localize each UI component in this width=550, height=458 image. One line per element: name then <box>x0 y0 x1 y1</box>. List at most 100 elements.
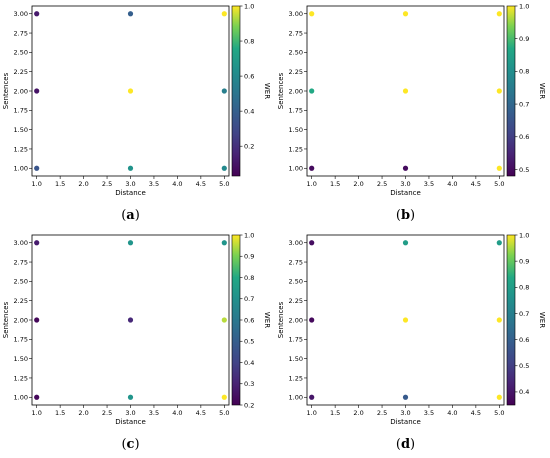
y-tick-label: 2.50 <box>289 278 303 286</box>
y-axis-title: Sentences <box>277 72 285 109</box>
colorbar-tick-label: 1.0 <box>519 231 529 239</box>
colorbar-tick-label: 0.7 <box>519 310 529 318</box>
x-tick-label: 3.5 <box>149 409 159 417</box>
y-tick-label: 2.25 <box>14 297 28 305</box>
x-tick-label: 2.5 <box>377 180 387 188</box>
x-tick-label: 5.0 <box>219 409 229 417</box>
data-point <box>496 240 502 246</box>
x-axis-title: Distance <box>390 189 421 197</box>
y-tick-label: 2.50 <box>289 49 303 57</box>
x-tick-label: 2.0 <box>353 180 363 188</box>
colorbar-tick-label: 0.5 <box>519 166 529 174</box>
colorbar-tick-label: 0.8 <box>244 37 254 45</box>
colorbar <box>506 5 516 177</box>
x-tick-label: 3.0 <box>125 180 135 188</box>
y-tick-label: 1.75 <box>289 336 303 344</box>
data-point <box>309 11 315 17</box>
data-point <box>34 88 40 94</box>
data-point <box>496 11 502 17</box>
data-point <box>221 88 227 94</box>
y-tick-label: 1.50 <box>14 126 28 134</box>
y-tick-label: 1.00 <box>289 394 303 402</box>
colorbar-tick-label: 0.9 <box>519 257 529 265</box>
data-point <box>34 240 40 246</box>
x-axis-title: Distance <box>115 189 146 197</box>
y-tick-label: 1.25 <box>289 374 303 382</box>
y-tick-label: 1.25 <box>289 145 303 153</box>
x-tick-label: 4.5 <box>196 180 206 188</box>
y-tick-label: 2.00 <box>289 87 303 95</box>
colorbar-tick-label: 0.6 <box>519 133 529 141</box>
colorbar-tick-label: 0.4 <box>244 107 254 115</box>
x-tick-label: 5.0 <box>494 409 504 417</box>
x-tick-label: 4.5 <box>471 409 481 417</box>
colorbar <box>231 5 241 177</box>
y-tick-label: 2.75 <box>14 258 28 266</box>
data-point <box>127 11 134 17</box>
data-point <box>402 88 409 94</box>
colorbar-tick-label: 0.4 <box>244 359 254 367</box>
y-tick-label: 2.25 <box>289 297 303 305</box>
data-point <box>402 11 409 17</box>
y-tick-label: 1.00 <box>289 165 303 173</box>
colorbar-tick-label: 0.7 <box>519 100 529 108</box>
data-point <box>127 88 134 94</box>
y-tick-label: 1.50 <box>289 355 303 363</box>
colorbar-tick-label: 0.8 <box>244 274 254 282</box>
x-tick-label: 4.0 <box>447 409 457 417</box>
data-point <box>221 240 227 246</box>
y-tick-label: 1.25 <box>14 374 28 382</box>
x-tick-label: 5.0 <box>219 180 229 188</box>
colorbar <box>506 234 516 406</box>
data-point <box>309 88 315 94</box>
y-tick-label: 2.00 <box>14 87 28 95</box>
colorbar-tick-label: 0.2 <box>244 401 254 409</box>
x-tick-label: 4.0 <box>447 180 457 188</box>
x-tick-label: 4.5 <box>196 409 206 417</box>
y-tick-label: 2.50 <box>14 49 28 57</box>
data-point <box>309 394 315 400</box>
colorbar-title: WER <box>538 83 546 99</box>
y-tick-label: 3.00 <box>289 239 303 247</box>
data-point <box>402 394 409 400</box>
y-axis-title: Sentences <box>277 301 285 338</box>
y-tick-label: 2.50 <box>14 278 28 286</box>
data-point <box>496 394 502 400</box>
data-point <box>402 317 409 323</box>
data-point <box>402 165 409 171</box>
y-tick-label: 2.00 <box>289 316 303 324</box>
colorbar-tick-label: 0.6 <box>519 336 529 344</box>
x-tick-label: 1.5 <box>55 409 65 417</box>
data-point <box>221 394 227 400</box>
y-tick-label: 2.25 <box>14 68 28 76</box>
y-axis-title: Sentences <box>2 301 10 338</box>
data-point <box>127 165 134 171</box>
colorbar-tick-label: 0.6 <box>244 72 254 80</box>
data-point <box>34 394 40 400</box>
data-point <box>221 11 227 17</box>
x-tick-label: 1.0 <box>32 180 42 188</box>
colorbar-tick-label: 1.0 <box>519 2 529 10</box>
x-tick-label: 1.5 <box>330 409 340 417</box>
colorbar-tick-label: 0.7 <box>244 295 254 303</box>
panel-label: (a) <box>121 208 140 223</box>
x-tick-label: 2.5 <box>102 180 112 188</box>
data-point <box>127 317 134 323</box>
colorbar-tick-label: 0.2 <box>244 143 254 151</box>
colorbar-tick-label: 0.9 <box>519 35 529 43</box>
data-point <box>496 317 502 323</box>
x-tick-label: 1.0 <box>307 409 317 417</box>
x-tick-label: 3.5 <box>424 409 434 417</box>
x-tick-label: 4.0 <box>172 409 182 417</box>
colorbar-title: WER <box>263 312 271 328</box>
x-tick-label: 2.5 <box>377 409 387 417</box>
y-tick-label: 1.75 <box>14 107 28 115</box>
colorbar-title: WER <box>263 83 271 99</box>
data-point <box>496 88 502 94</box>
panel-label: (c) <box>121 437 139 452</box>
y-tick-label: 1.00 <box>14 394 28 402</box>
chart-panel-c: 1.0 1.5 2.0 2.5 3.0 3.5 4.0 4.5 5.0 1.00 1.25 1.50 1… <box>2 231 271 452</box>
y-tick-label: 2.75 <box>289 258 303 266</box>
data-point <box>34 317 40 323</box>
